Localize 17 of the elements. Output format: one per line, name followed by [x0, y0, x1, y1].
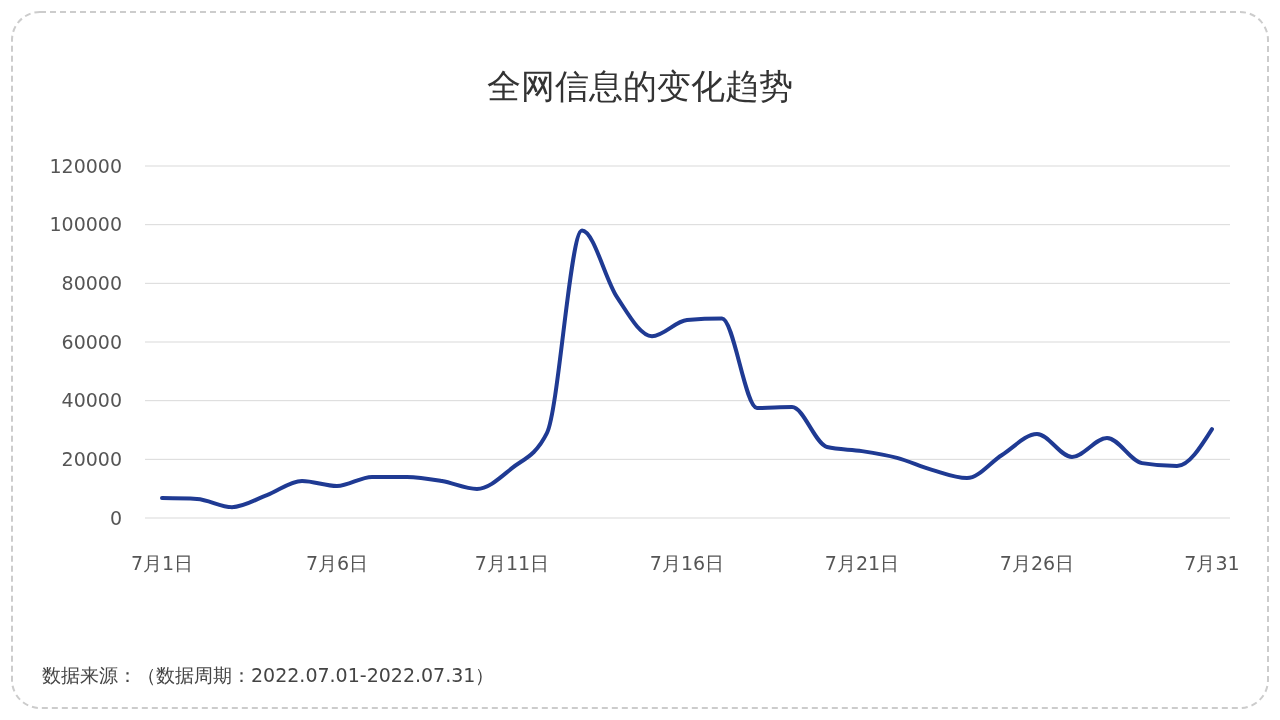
y-tick-label: 100000	[49, 213, 122, 236]
line-series	[160, 228, 1214, 510]
chart-title: 全网信息的变化趋势	[487, 66, 793, 106]
x-tick-label: 7月11日	[474, 552, 550, 574]
y-tick-label: 80000	[61, 271, 122, 294]
y-tick-label: 20000	[61, 447, 122, 470]
x-tick-label: 7月21日	[824, 552, 900, 574]
x-tick-label: 7月31	[1184, 552, 1240, 574]
y-tick-label: 40000	[61, 389, 122, 412]
y-tick-label: 60000	[61, 330, 122, 353]
y-tick-label: 120000	[49, 154, 122, 177]
x-tick-label: 7月16日	[649, 552, 725, 574]
x-tick-label: 7月26日	[999, 552, 1075, 574]
x-tick-label: 7月1日	[130, 552, 194, 574]
source-note: 数据来源：（数据周期：2022.07.01-2022.07.31）	[42, 664, 495, 686]
y-tick-label: 0	[109, 506, 122, 529]
x-tick-label: 7月6日	[305, 552, 369, 574]
